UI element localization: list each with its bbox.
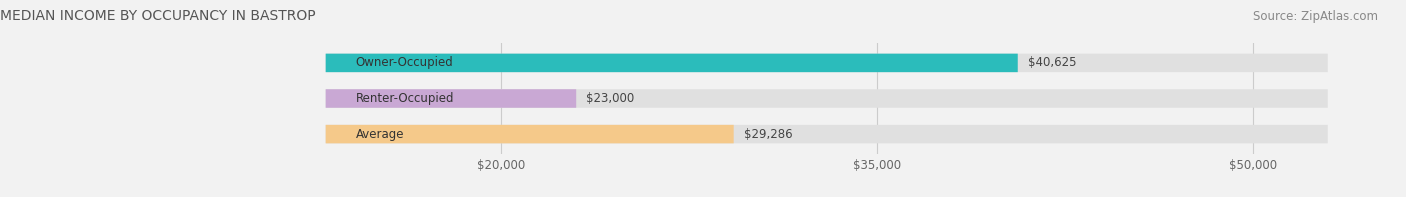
FancyBboxPatch shape [326, 125, 1327, 143]
Text: Renter-Occupied: Renter-Occupied [356, 92, 454, 105]
Text: $23,000: $23,000 [586, 92, 634, 105]
Text: $29,286: $29,286 [744, 128, 793, 141]
Text: MEDIAN INCOME BY OCCUPANCY IN BASTROP: MEDIAN INCOME BY OCCUPANCY IN BASTROP [0, 9, 315, 23]
FancyBboxPatch shape [326, 89, 576, 108]
Text: Source: ZipAtlas.com: Source: ZipAtlas.com [1253, 10, 1378, 23]
FancyBboxPatch shape [326, 54, 1327, 72]
Text: $40,625: $40,625 [1028, 56, 1076, 69]
Text: Owner-Occupied: Owner-Occupied [356, 56, 454, 69]
Text: Average: Average [356, 128, 405, 141]
FancyBboxPatch shape [326, 89, 1327, 108]
FancyBboxPatch shape [326, 125, 734, 143]
FancyBboxPatch shape [326, 54, 1018, 72]
